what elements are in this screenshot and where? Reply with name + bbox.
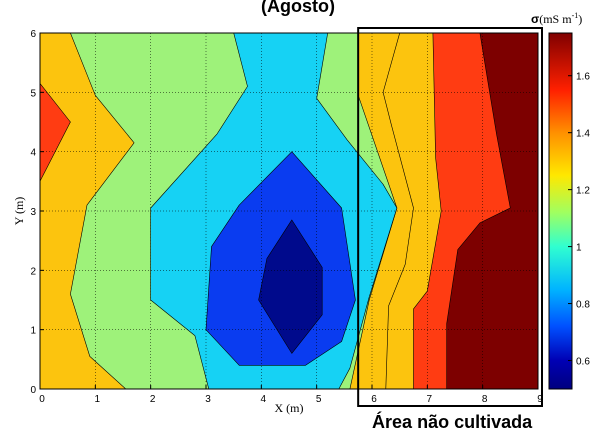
contour-region-darkred-right [446,33,538,389]
y-tick-label: 6 [30,29,36,40]
colorbar-tick-label: 1 [576,243,582,254]
x-tick-label: 2 [150,394,156,405]
x-axis: 0 1 2 3 4 5 6 7 8 9 [39,385,543,405]
x-tick-label: 3 [205,394,211,405]
colorbar-tick-label: 0.8 [576,300,590,311]
x-tick-label: 6 [371,394,377,405]
colorbar: 0.6 0.8 1 1.2 1.4 1.6 [548,32,590,390]
y-tick-label: 4 [30,148,36,159]
x-axis-label: X (m) [275,401,304,415]
y-axis-label: Y (m) [12,197,26,226]
x-tick-label: 8 [482,394,488,405]
colorbar-gradient [548,32,573,390]
contour-region-navy [258,219,323,354]
y-tick-label: 0 [30,385,36,396]
uncultivated-area-label: Área não cultivada [372,411,533,432]
colorbar-unit-exponent: -1 [572,11,579,20]
colorbar-tick-label: 1.4 [576,129,590,140]
x-tick-label: 7 [427,394,433,405]
grid-lines [40,33,538,389]
chart-title-fragment: (Agosto) [261,0,335,16]
y-axis: 0 1 2 3 4 5 6 [30,29,44,396]
x-tick-label: 5 [316,394,322,405]
y-tick-label: 3 [30,207,36,218]
y-tick-label: 2 [30,266,36,277]
y-tick-label: 5 [30,88,36,99]
contour-region-red-left [40,83,71,182]
x-tick-label: 4 [261,394,267,405]
y-tick-label: 1 [30,326,36,337]
colorbar-tick-label: 1.6 [576,72,590,83]
uncultivated-area-box [357,27,543,407]
colorbar-symbol: σ [531,12,539,26]
x-tick-label: 0 [39,394,45,405]
colorbar-tick-label: 0.6 [576,357,590,368]
colorbar-unit-close: ) [578,12,582,26]
colorbar-label: σ(mS m-1) [531,11,582,26]
colorbar-tick-label: 1.2 [576,186,590,197]
x-tick-label: 9 [537,394,543,405]
x-tick-label: 1 [95,394,101,405]
colorbar-unit: (mS m [539,12,572,26]
